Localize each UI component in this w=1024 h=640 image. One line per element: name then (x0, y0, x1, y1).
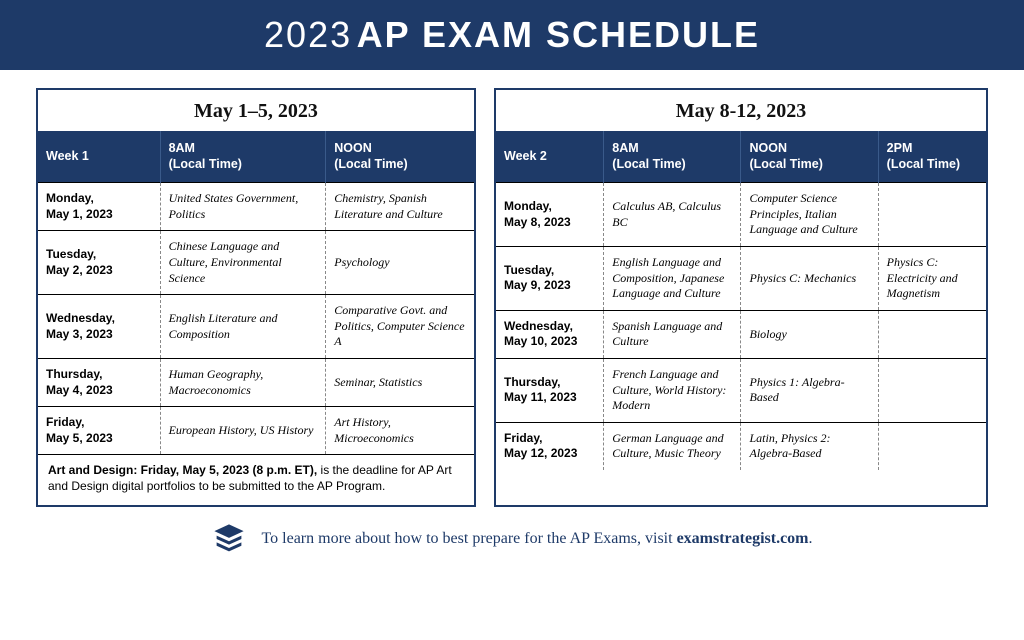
table-row: Wednesday,May 3, 2023English Literature … (38, 295, 474, 359)
week1-schedule: May 1–5, 2023 Week 1 8AM(Local Time) NOO… (36, 88, 476, 507)
exam-cell: Spanish Language and Culture (604, 310, 741, 358)
week1-tbody: Monday,May 1, 2023United States Governme… (38, 183, 474, 455)
week2-col-8am: 8AM(Local Time) (604, 131, 741, 183)
book-stack-icon (211, 521, 247, 557)
exam-cell (878, 183, 986, 247)
footer-text-wrap: To learn more about how to best prepare … (261, 530, 812, 548)
date-cell: Wednesday,May 3, 2023 (38, 295, 160, 359)
footer-site-link[interactable]: examstrategist.com (677, 530, 809, 547)
exam-cell: English Language and Composition, Japane… (604, 247, 741, 311)
date-cell: Thursday,May 11, 2023 (496, 359, 604, 423)
table-row: Tuesday,May 9, 2023English Language and … (496, 247, 986, 311)
exam-cell: Art History, Microeconomics (326, 407, 474, 455)
footer-text: To learn more about how to best prepare … (261, 530, 676, 547)
date-cell: Tuesday,May 9, 2023 (496, 247, 604, 311)
exam-cell: Physics C: Mechanics (741, 247, 878, 311)
footer-period: . (809, 530, 813, 547)
week2-date-range: May 8-12, 2023 (496, 90, 986, 131)
week2-col-noon: NOON(Local Time) (741, 131, 878, 183)
date-cell: Monday,May 1, 2023 (38, 183, 160, 231)
table-row: Thursday,May 4, 2023Human Geography, Mac… (38, 359, 474, 407)
header-year: 2023 (264, 14, 352, 55)
table-row: Monday,May 1, 2023United States Governme… (38, 183, 474, 231)
table-row: Thursday,May 11, 2023French Language and… (496, 359, 986, 423)
date-cell: Monday,May 8, 2023 (496, 183, 604, 247)
footnote-bold: Art and Design: Friday, May 5, 2023 (8 p… (48, 463, 317, 477)
exam-cell: French Language and Culture, World Histo… (604, 359, 741, 423)
exam-cell: Human Geography, Macroeconomics (160, 359, 326, 407)
exam-cell: United States Government, Politics (160, 183, 326, 231)
week1-date-range: May 1–5, 2023 (38, 90, 474, 131)
week2-table: Week 2 8AM(Local Time) NOON(Local Time) … (496, 131, 986, 470)
week1-col-noon: NOON(Local Time) (326, 131, 474, 183)
exam-cell: Seminar, Statistics (326, 359, 474, 407)
tables-container: May 1–5, 2023 Week 1 8AM(Local Time) NOO… (0, 70, 1024, 513)
date-cell: Wednesday,May 10, 2023 (496, 310, 604, 358)
date-cell: Tuesday,May 2, 2023 (38, 231, 160, 295)
exam-cell (878, 359, 986, 423)
exam-cell: Latin, Physics 2: Algebra-Based (741, 422, 878, 470)
week1-footnote-row: Art and Design: Friday, May 5, 2023 (8 p… (38, 455, 474, 505)
week2-schedule: May 8-12, 2023 Week 2 8AM(Local Time) NO… (494, 88, 988, 507)
week2-tbody: Monday,May 8, 2023Calculus AB, Calculus … (496, 183, 986, 470)
exam-cell: Comparative Govt. and Politics, Computer… (326, 295, 474, 359)
exam-cell: Computer Science Principles, Italian Lan… (741, 183, 878, 247)
week1-col-week: Week 1 (38, 131, 160, 183)
table-row: Wednesday,May 10, 2023Spanish Language a… (496, 310, 986, 358)
exam-cell: Biology (741, 310, 878, 358)
page-footer: To learn more about how to best prepare … (0, 513, 1024, 557)
exam-cell: Chemistry, Spanish Literature and Cultur… (326, 183, 474, 231)
date-cell: Thursday,May 4, 2023 (38, 359, 160, 407)
exam-cell: Physics 1: Algebra-Based (741, 359, 878, 423)
week1-col-8am: 8AM(Local Time) (160, 131, 326, 183)
week1-table: Week 1 8AM(Local Time) NOON(Local Time) … (38, 131, 474, 505)
exam-cell: German Language and Culture, Music Theor… (604, 422, 741, 470)
header-title: AP EXAM SCHEDULE (357, 14, 760, 55)
table-row: Friday,May 12, 2023German Language and C… (496, 422, 986, 470)
exam-cell: Physics C: Electricity and Magnetism (878, 247, 986, 311)
exam-cell: English Literature and Composition (160, 295, 326, 359)
week2-col-week: Week 2 (496, 131, 604, 183)
exam-cell (878, 422, 986, 470)
table-row: Tuesday,May 2, 2023Chinese Language and … (38, 231, 474, 295)
page-header: 2023 AP EXAM SCHEDULE (0, 0, 1024, 70)
date-cell: Friday,May 12, 2023 (496, 422, 604, 470)
exam-cell: Chinese Language and Culture, Environmen… (160, 231, 326, 295)
table-row: Monday,May 8, 2023Calculus AB, Calculus … (496, 183, 986, 247)
table-row: Friday,May 5, 2023European History, US H… (38, 407, 474, 455)
week2-col-2pm: 2PM(Local Time) (878, 131, 986, 183)
date-cell: Friday,May 5, 2023 (38, 407, 160, 455)
exam-cell: Calculus AB, Calculus BC (604, 183, 741, 247)
exam-cell (878, 310, 986, 358)
exam-cell: European History, US History (160, 407, 326, 455)
exam-cell: Psychology (326, 231, 474, 295)
